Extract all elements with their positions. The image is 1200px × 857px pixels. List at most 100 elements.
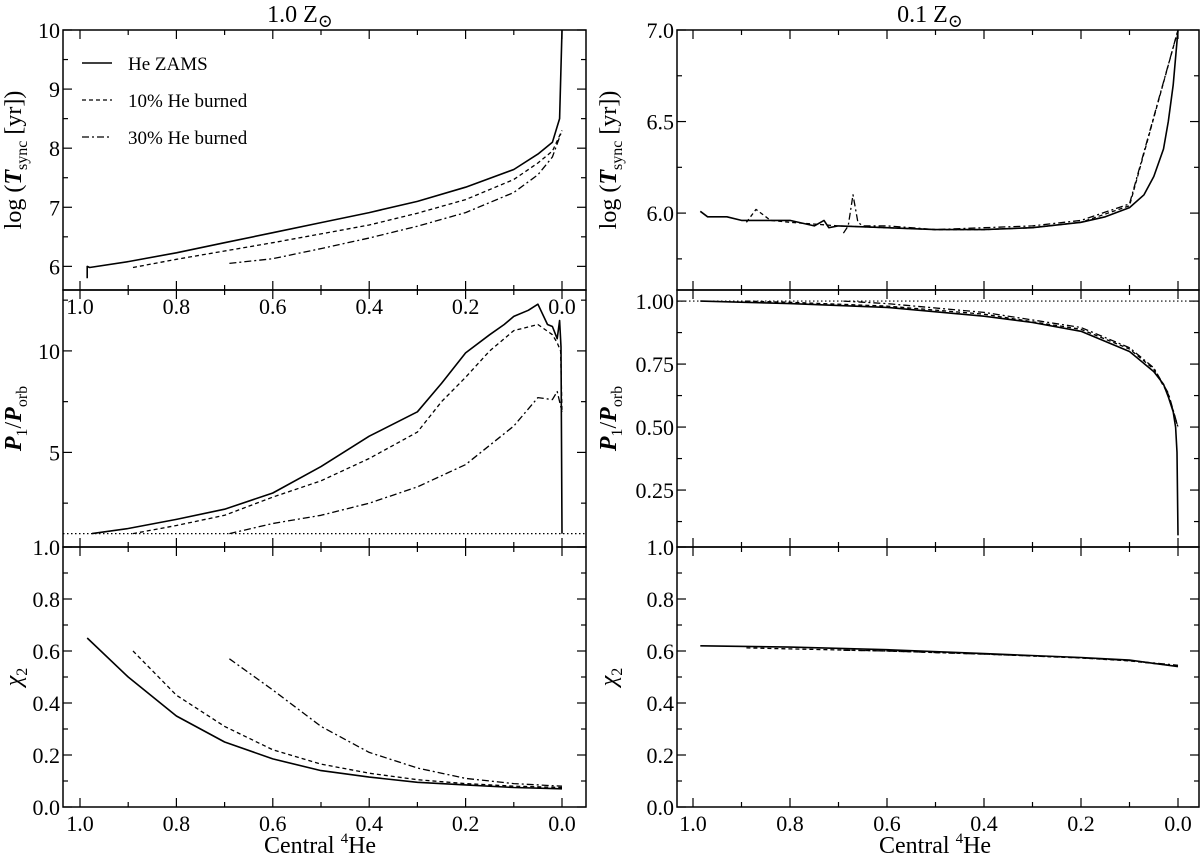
y-tick-label: 7.0: [647, 18, 675, 43]
x-tick-label: 0.2: [1067, 811, 1095, 836]
plot-frame: [62, 546, 587, 808]
series-line-dashdot: [229, 130, 563, 265]
y-tick-label: 6.5: [647, 110, 675, 135]
y-axis-label-part: orb: [609, 386, 626, 407]
y-axis-label-part: 2: [14, 668, 31, 676]
y-tick-label: 7: [49, 195, 60, 220]
y-tick-label: 0.8: [647, 587, 675, 612]
x-tick-label: 0.8: [776, 811, 804, 836]
series-line-dashdot: [843, 300, 1179, 428]
y-axis-label-part: χ: [1, 674, 27, 688]
y-tick-label: 1.0: [33, 535, 61, 560]
x-tick-label: 1.0: [66, 811, 94, 836]
y-tick-label: 0.4: [33, 691, 61, 716]
plot-frame: [62, 289, 587, 548]
y-axis-label-part: T: [596, 169, 622, 185]
x-tick-label: 0.4: [355, 811, 383, 836]
y-tick-label: 0.2: [647, 743, 675, 768]
y-axis-label: P1/Porb: [1, 386, 31, 452]
y-axis-label-part: 1: [609, 429, 626, 437]
y-axis-label-part: orb: [14, 386, 31, 407]
y-tick-label: 0.6: [647, 639, 675, 664]
y-tick-label: 8: [49, 136, 60, 161]
y-axis-label: χ2: [1, 668, 31, 689]
legend-label: He ZAMS: [128, 54, 208, 75]
series-line-dashdot: [229, 390, 563, 535]
x-axis-label-text: Central: [264, 833, 341, 857]
legend-label: 30% He burned: [128, 128, 248, 149]
y-tick-label: 0.6: [33, 639, 61, 664]
y-axis-label-part: T: [1, 169, 27, 185]
y-axis-label-part: P: [596, 407, 622, 423]
series-line-dashed: [132, 323, 563, 535]
column-title-text: 1.0 Z: [267, 2, 318, 28]
y-axis-label-part: log (: [596, 185, 622, 230]
series-line-dashed: [132, 650, 563, 789]
x-tick-label: 0.0: [1164, 811, 1192, 836]
x-tick-label: 0.0: [548, 811, 576, 836]
legend-label: 10% He burned: [128, 91, 248, 112]
y-axis-label-part: sync: [14, 141, 31, 170]
y-tick-label: 1.0: [647, 535, 675, 560]
y-axis-label-part: P: [596, 436, 622, 452]
series-line-solid: [86, 637, 563, 790]
y-tick-label: 0.2: [33, 743, 61, 768]
y-axis-label-part: 2: [609, 668, 626, 676]
series-line-solid: [700, 300, 1179, 536]
series-line-dashed: [745, 29, 1179, 231]
y-axis-label-part: sync: [609, 141, 626, 170]
x-tick-label: 0.6: [873, 811, 901, 836]
panel-right-top: 6.0 6.5 7.0 log (Tsync [yr]): [596, 18, 1200, 291]
y-tick-label: 0.25: [636, 478, 675, 503]
series-line-dashdot: [843, 649, 1179, 666]
x-tick-label: 1.0: [679, 811, 707, 836]
x-tick-label: 0.6: [259, 811, 287, 836]
y-axis-label-part: /: [596, 422, 622, 429]
y-axis-label: χ2: [596, 668, 626, 689]
panel-right-bottom: 1.0 0.8 0.6 0.4 0.2 0.0 0.0 0.2 0.4 0.6 0.8 1.0 χ2: [596, 535, 1200, 836]
y-axis-label: log (Tsync [yr]): [596, 91, 626, 230]
y-tick-label: 0.50: [636, 415, 675, 440]
series-line-dashed: [746, 300, 1179, 428]
x-tick-label: 0.4: [970, 811, 998, 836]
series-line-solid: [86, 29, 563, 279]
y-tick-label: 6: [49, 254, 60, 279]
y-axis-label-part: P: [1, 436, 27, 452]
y-axis-label-part: [yr]): [1, 91, 27, 141]
y-tick-label: 10: [38, 18, 60, 43]
y-axis-label-part: χ: [596, 674, 622, 688]
x-axis-label-right: Central 4He: [879, 831, 991, 857]
plot-frame: [676, 546, 1200, 808]
x-axis-label-element: He: [348, 833, 376, 857]
y-tick-label: 10: [38, 339, 60, 364]
series-line-solid: [700, 645, 1179, 668]
column-title-right: 0.1 Z⊙: [897, 2, 963, 31]
y-tick-label: 0.75: [636, 352, 675, 377]
series-line-dashdot: [842, 29, 1179, 234]
x-axis-label-sup: 4: [956, 831, 964, 847]
x-axis-label-sup: 4: [341, 831, 349, 847]
x-axis-label-left: Central 4He: [264, 831, 376, 857]
panel-left-bottom: 1.0 0.8 0.6 0.4 0.2 0.0 0.0 0.2 0.4 0.6 0.8 1.0 χ2: [1, 535, 587, 836]
y-axis-label-part: log (: [1, 185, 27, 230]
column-title-left: 1.0 Z⊙: [267, 2, 333, 31]
y-tick-label: 0.0: [647, 795, 675, 820]
y-axis-label: P1/Porb: [596, 386, 626, 452]
y-tick-label: 9: [49, 77, 60, 102]
legend: He ZAMS 10% He burned 30% He burned: [82, 54, 248, 149]
series-line-solid: [91, 303, 563, 535]
plot-frame: [676, 29, 1200, 291]
y-tick-label: 0.4: [647, 691, 675, 716]
y-axis-label-part: P: [1, 407, 27, 423]
y-tick-label: 0.0: [33, 795, 61, 820]
x-axis-label-text: Central: [879, 833, 956, 857]
series-line-solid: [699, 29, 1179, 231]
plot-frame: [676, 289, 1200, 548]
sun-symbol: ⊙: [948, 11, 963, 31]
series-line-dashdot: [229, 658, 563, 787]
y-tick-label: 6.0: [647, 201, 675, 226]
x-tick-label: 0.8: [163, 811, 191, 836]
y-axis-label-part: [yr]): [596, 91, 622, 141]
